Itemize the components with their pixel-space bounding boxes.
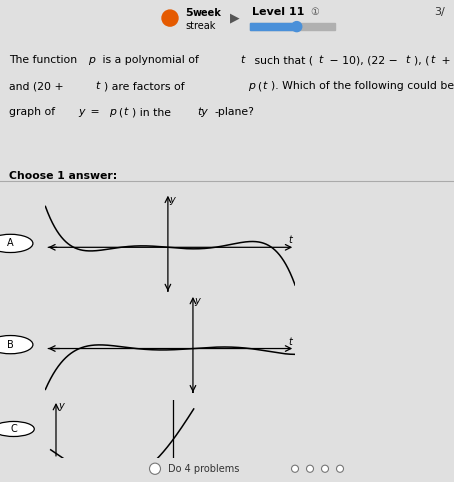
Text: y: y	[78, 107, 84, 118]
Text: y: y	[58, 401, 64, 411]
Text: ▶: ▶	[230, 12, 240, 25]
Text: C: C	[10, 424, 17, 434]
Text: t: t	[241, 55, 245, 66]
Text: is a polynomial of: is a polynomial of	[99, 55, 202, 66]
Text: ty: ty	[197, 107, 208, 118]
Circle shape	[336, 465, 344, 472]
Text: p: p	[89, 55, 95, 66]
Text: Do 4 problems: Do 4 problems	[168, 464, 239, 474]
Text: streak: streak	[185, 21, 215, 31]
Circle shape	[149, 463, 161, 474]
Circle shape	[306, 465, 314, 472]
Text: t: t	[262, 81, 266, 92]
Circle shape	[162, 10, 178, 26]
Text: and (20 +: and (20 +	[9, 81, 67, 92]
Text: (: (	[257, 81, 261, 92]
Text: The function: The function	[9, 55, 81, 66]
Text: 3/: 3/	[434, 7, 445, 17]
Text: ), (: ), (	[414, 55, 429, 66]
Text: t: t	[405, 55, 410, 66]
Text: t: t	[95, 81, 99, 92]
Text: A: A	[7, 239, 14, 248]
Circle shape	[0, 421, 35, 437]
Text: t: t	[430, 55, 434, 66]
Text: 🔥: 🔥	[166, 12, 174, 25]
Circle shape	[291, 465, 298, 472]
Text: 5: 5	[185, 8, 192, 18]
Text: y: y	[169, 195, 175, 205]
Text: ) are factors of: ) are factors of	[104, 81, 188, 92]
Text: + 10),: + 10),	[438, 55, 454, 66]
Text: ①: ①	[310, 7, 319, 17]
Bar	[250, 23, 335, 30]
Text: (: (	[118, 107, 122, 118]
Text: p: p	[248, 81, 255, 92]
Text: t: t	[318, 55, 322, 66]
Text: ) in the: ) in the	[132, 107, 174, 118]
Text: t: t	[288, 336, 292, 347]
Text: such that (: such that (	[251, 55, 313, 66]
Text: graph of: graph of	[9, 107, 59, 118]
Text: y: y	[195, 296, 200, 306]
Text: week: week	[193, 8, 222, 18]
Circle shape	[0, 335, 33, 354]
Text: Level 11: Level 11	[252, 7, 304, 17]
Circle shape	[0, 234, 33, 253]
Circle shape	[292, 22, 302, 32]
Text: Choose 1 answer:: Choose 1 answer:	[9, 171, 117, 181]
Text: t: t	[289, 235, 293, 245]
Text: p: p	[109, 107, 116, 118]
Text: B: B	[7, 340, 14, 349]
Text: ). Which of the following could be the: ). Which of the following could be the	[271, 81, 454, 92]
Circle shape	[321, 465, 329, 472]
Text: − 10), (22 −: − 10), (22 −	[326, 55, 401, 66]
Bar	[250, 23, 297, 30]
Text: t: t	[123, 107, 128, 118]
Text: -plane?: -plane?	[214, 107, 254, 118]
Text: =: =	[87, 107, 104, 118]
